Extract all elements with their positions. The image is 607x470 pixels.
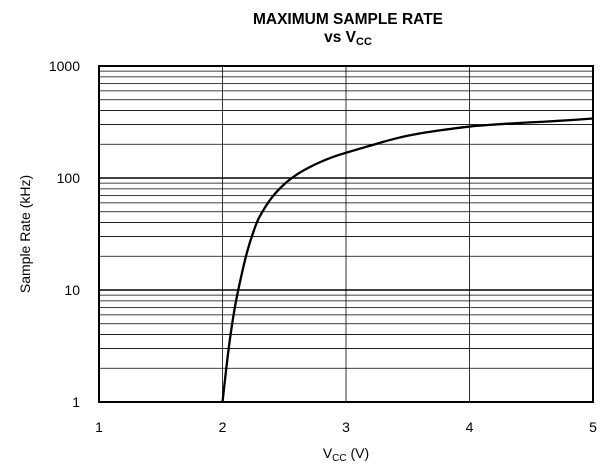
plot-frame <box>98 65 594 403</box>
series-line <box>221 117 594 403</box>
x-tick-label: 1 <box>95 419 103 435</box>
y-tick-label: 100 <box>57 170 81 186</box>
y-tick-labels: 1 10 100 1000 <box>49 58 80 410</box>
grid <box>99 66 593 402</box>
x-tick-labels: 1 2 3 4 5 <box>95 419 597 435</box>
chart-subtitle: vs VCC <box>324 29 372 48</box>
y-axis-label: Sample Rate (kHz) <box>17 175 33 293</box>
y-tick-label: 1000 <box>49 58 80 74</box>
chart-title: MAXIMUM SAMPLE RATE <box>253 11 443 28</box>
x-tick-label: 5 <box>589 419 597 435</box>
y-tick-label: 1 <box>72 394 80 410</box>
y-tick-label: 10 <box>64 282 80 298</box>
x-tick-label: 4 <box>466 419 474 435</box>
x-tick-label: 2 <box>219 419 227 435</box>
x-axis-label: VCC (V) <box>323 445 369 464</box>
x-tick-label: 3 <box>342 419 350 435</box>
